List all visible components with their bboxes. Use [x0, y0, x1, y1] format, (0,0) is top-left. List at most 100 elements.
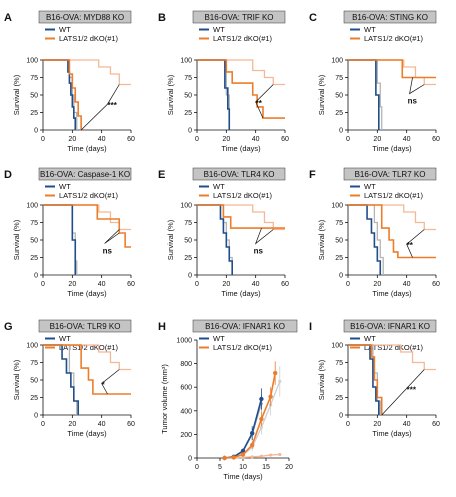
- y-tick-label: 50: [184, 93, 192, 100]
- y-tick-label: 1000: [176, 338, 192, 345]
- x-tick-label: 10: [239, 464, 247, 471]
- y-tick-label: 50: [30, 378, 38, 385]
- y-tick-label: 75: [184, 75, 192, 82]
- x-tick-label: 20: [373, 421, 381, 428]
- series-lats-point: [268, 394, 273, 399]
- x-tick-label: 60: [432, 136, 440, 143]
- legend-lats-label: LATS1/2 dKO(#1): [213, 343, 273, 352]
- x-tick-label: 20: [222, 136, 230, 143]
- x-tick-label: 0: [195, 464, 199, 471]
- series-lats-line: [43, 59, 82, 130]
- legend-lats-label: LATS1/2 dKO(#1): [213, 191, 273, 200]
- panel-title-box: [192, 319, 298, 333]
- y-tick-label: 100: [331, 58, 343, 65]
- x-tick-label: 0: [346, 136, 350, 143]
- x-tick-label: 40: [98, 281, 106, 288]
- significance-bracket: [255, 84, 274, 119]
- significance-label: *: [102, 381, 106, 390]
- series-lats_light-line: [43, 344, 131, 371]
- panel-title: B16-OVA: IFNAR1 KO: [205, 322, 285, 331]
- significance-label: **: [256, 99, 263, 108]
- x-axis-label: Time (days): [67, 429, 107, 438]
- panel-title-box: [192, 10, 286, 24]
- y-tick-label: 75: [335, 220, 343, 227]
- y-tick-label: 25: [30, 255, 38, 262]
- series-wt-line: [197, 204, 233, 275]
- legend-wt-label: WT: [59, 334, 71, 343]
- y-tick-label: 75: [335, 360, 343, 367]
- y-tick-label: 25: [30, 110, 38, 117]
- significance-bracket: [381, 369, 425, 416]
- x-axis-label: Time (days): [221, 289, 261, 298]
- significance-label: ns: [408, 97, 418, 106]
- y-tick-label: 75: [30, 75, 38, 82]
- x-tick-label: 20: [68, 281, 76, 288]
- y-tick-label: 75: [30, 360, 38, 367]
- y-tick-label: 0: [188, 128, 192, 135]
- y-tick-label: 0: [34, 273, 38, 280]
- x-tick-label: 20: [68, 136, 76, 143]
- y-tick-label: 100: [180, 203, 192, 210]
- x-axis-label: Time (days): [221, 144, 261, 153]
- x-tick-label: 40: [252, 281, 260, 288]
- panel-letter: F: [309, 169, 316, 181]
- x-tick-label: 20: [373, 281, 381, 288]
- legend-wt-label: WT: [213, 334, 225, 343]
- series-wt-point: [240, 448, 246, 454]
- panel-title: B16-OVA: TLR9 KO: [50, 322, 121, 331]
- series-lats_light-line: [197, 204, 285, 231]
- series-lats_light-point: [241, 455, 245, 460]
- y-tick-label: 25: [335, 395, 343, 402]
- panel-title: B16-OVA: TRIF KO: [204, 13, 273, 22]
- x-tick-label: 60: [281, 136, 289, 143]
- series-lats_light-line: [43, 204, 131, 231]
- y-tick-label: 50: [335, 93, 343, 100]
- legend-lats-label: LATS1/2 dKO(#1): [364, 34, 424, 43]
- y-tick-label: 600: [180, 385, 192, 392]
- panel-title: B16-OVA: Caspase-1 KO: [40, 170, 130, 179]
- y-axis-label: Survival (%): [12, 219, 21, 260]
- y-axis-label: Tumor volume (mm³): [160, 364, 169, 434]
- panel-title-box: [192, 167, 286, 181]
- panel-letter: C: [309, 12, 317, 24]
- legend-wt-label: WT: [213, 25, 225, 34]
- y-tick-label: 50: [184, 238, 192, 245]
- y-tick-label: 50: [335, 238, 343, 245]
- series-lats-point: [273, 370, 278, 376]
- x-axis-label: Time (days): [67, 144, 107, 153]
- series-wt-line: [197, 59, 231, 130]
- panel-title-box: [38, 10, 132, 24]
- x-tick-label: 20: [285, 464, 293, 471]
- series-wt-line: [348, 204, 382, 275]
- y-axis-label: Survival (%): [12, 74, 21, 115]
- y-tick-label: 200: [180, 432, 192, 439]
- y-tick-label: 400: [180, 408, 192, 415]
- y-tick-label: 100: [180, 58, 192, 65]
- x-tick-label: 20: [373, 136, 381, 143]
- series-lats_light-line: [348, 59, 436, 86]
- panel-title-box: [343, 167, 437, 181]
- y-axis-label: Survival (%): [317, 219, 326, 260]
- x-tick-label: 0: [346, 421, 350, 428]
- series-grey_light-point: [259, 425, 263, 429]
- x-tick-label: 0: [346, 281, 350, 288]
- x-tick-label: 60: [432, 281, 440, 288]
- x-tick-label: 20: [222, 281, 230, 288]
- series-lats-point: [222, 455, 227, 461]
- series-wt-line: [43, 59, 77, 130]
- y-tick-label: 50: [30, 238, 38, 245]
- series-lats-line: [348, 59, 436, 79]
- x-axis-label: Time (days): [372, 289, 412, 298]
- series-wt-line: [43, 204, 77, 275]
- series-lats-point: [259, 416, 264, 422]
- legend-lats-label: LATS1/2 dKO(#1): [364, 343, 424, 352]
- x-axis-label: Time (days): [67, 289, 107, 298]
- legend-lats-label: LATS1/2 dKO(#1): [364, 191, 424, 200]
- series-lats_light-line: [348, 204, 436, 231]
- series-lats-line: [348, 344, 383, 415]
- significance-bracket: [80, 84, 120, 131]
